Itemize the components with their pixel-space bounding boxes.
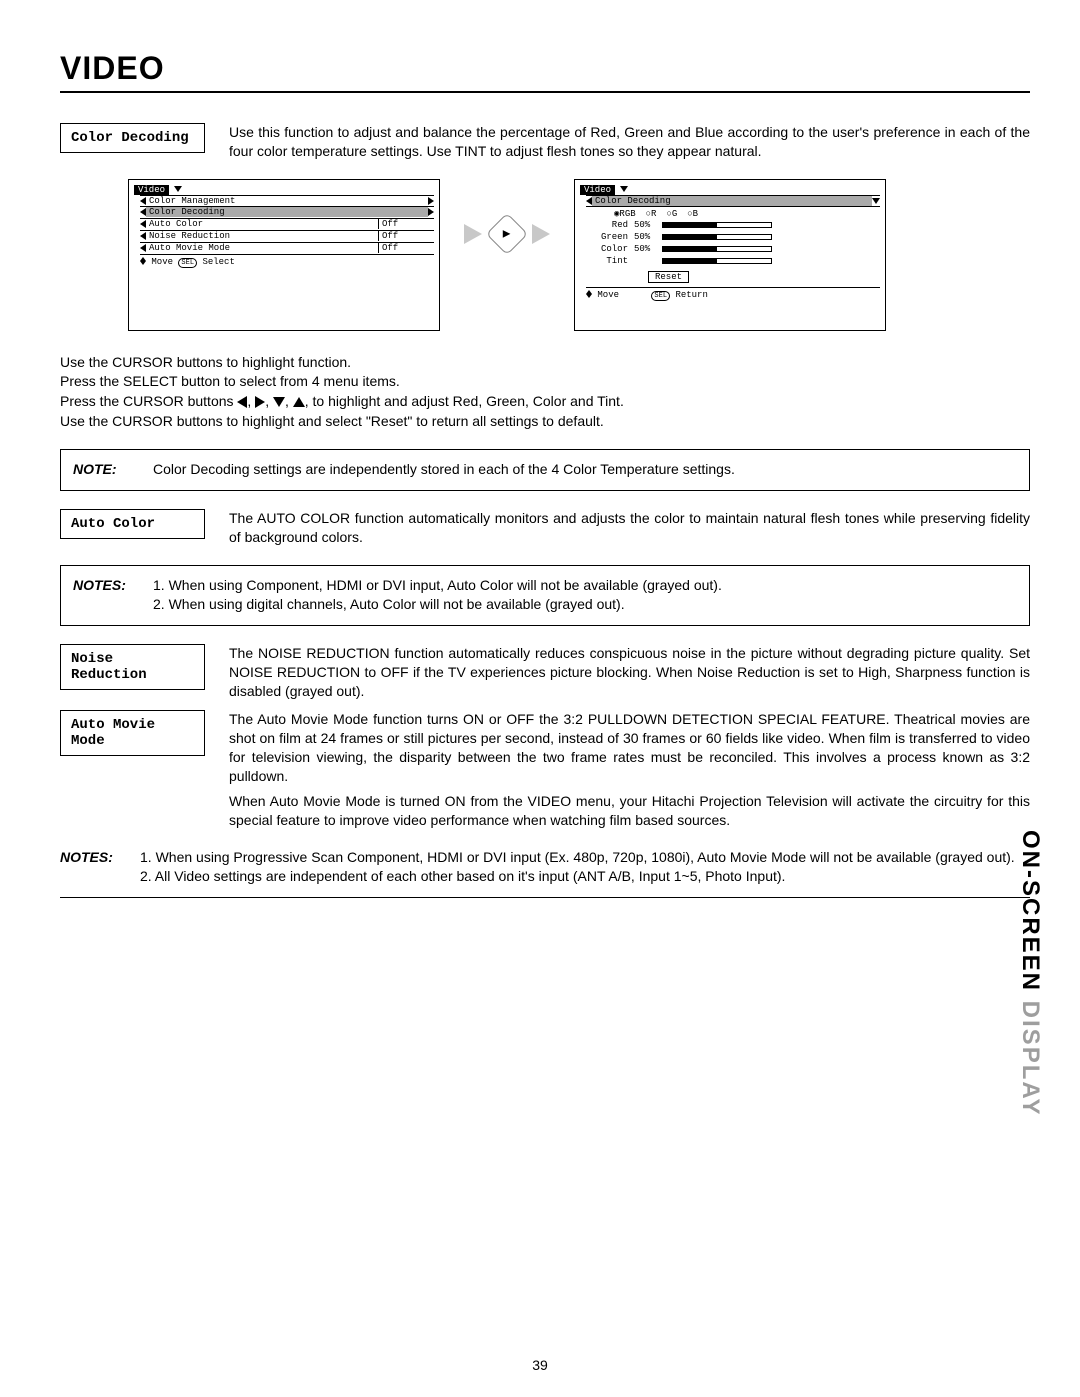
text-color-decoding: Use this function to adjust and balance …: [229, 123, 1030, 161]
label-auto-color: Auto Color: [60, 509, 205, 539]
menu1-row2: Auto Color: [146, 219, 378, 229]
slider-label-tint: Tint: [586, 256, 634, 266]
slider-label-red: Red: [586, 220, 634, 230]
menu-diagrams: Video Color Management Color Decoding Au…: [128, 179, 1030, 331]
label-noise-reduction: Noise Reduction: [60, 644, 205, 690]
menu2-header: Video: [580, 185, 615, 195]
radio-r: ○R: [646, 209, 657, 219]
menu1-sel-btn: SEL: [178, 258, 197, 268]
arrow-group: ▶: [464, 219, 550, 249]
menu1-row2-val: Off: [378, 219, 434, 229]
note-box-1: NOTE: Color Decoding settings are indepe…: [60, 449, 1030, 491]
menu1-row4: Auto Movie Mode: [146, 243, 378, 253]
menu2-return: Return: [675, 290, 707, 300]
menu1-row3: Noise Reduction: [146, 231, 378, 241]
instr-3: Press the CURSOR buttons , , , , to high…: [60, 392, 1030, 412]
section-noise-reduction: Noise Reduction The NOISE REDUCTION func…: [60, 644, 1030, 701]
note1-label: NOTE:: [73, 460, 137, 480]
menu2-sel-btn: SEL: [651, 291, 670, 301]
menu1-row3-val: Off: [378, 231, 434, 241]
dpad-icon: ▶: [486, 213, 528, 255]
osm-menu-video: Video Color Management Color Decoding Au…: [128, 179, 440, 331]
instructions-block: Use the CURSOR buttons to highlight func…: [60, 353, 1030, 431]
radio-b: ○B: [687, 209, 698, 219]
instr-2: Press the SELECT button to select from 4…: [60, 372, 1030, 392]
label-auto-movie: Auto Movie Mode: [60, 710, 205, 756]
note-box-3: NOTES: 1. When using Progressive Scan Co…: [60, 848, 1030, 898]
gray-arrow-icon: [532, 224, 550, 244]
slider-val-red: 50%: [634, 220, 662, 230]
section-auto-color: Auto Color The AUTO COLOR function autom…: [60, 509, 1030, 547]
gray-arrow-icon: [464, 224, 482, 244]
text-auto-color: The AUTO COLOR function automatically mo…: [229, 509, 1030, 547]
label-color-decoding: Color Decoding: [60, 123, 205, 153]
menu1-row4-val: Off: [378, 243, 434, 253]
instr-4: Use the CURSOR buttons to highlight and …: [60, 412, 1030, 432]
menu1-row0: Color Management: [146, 196, 428, 206]
page-number: 39: [532, 1357, 548, 1373]
notes2-l1: 1. When using Component, HDMI or DVI inp…: [153, 576, 722, 596]
text-auto-movie-p1: The Auto Movie Mode function turns ON or…: [229, 710, 1030, 786]
notes3-l2: 2. All Video settings are independent of…: [140, 867, 1015, 887]
menu2-subheader: Color Decoding: [592, 196, 872, 206]
menu2-reset: Reset: [648, 271, 689, 283]
menu1-header: Video: [134, 185, 169, 195]
menu1-row1: Color Decoding: [146, 207, 428, 217]
slider-label-color: Color: [586, 244, 634, 254]
notes3-l1: 1. When using Progressive Scan Component…: [140, 848, 1015, 868]
side-tab: ON-SCREEN DISPLAY: [1016, 830, 1044, 1117]
section-auto-movie: Auto Movie Mode The Auto Movie Mode func…: [60, 710, 1030, 786]
slider-label-green: Green: [586, 232, 634, 242]
radio-g: ○G: [666, 209, 677, 219]
menu2-move: Move: [597, 290, 619, 300]
instr-1: Use the CURSOR buttons to highlight func…: [60, 353, 1030, 373]
menu1-footer: Move SEL Select: [134, 255, 434, 268]
side-tab-p1: ON-SCREEN: [1017, 830, 1044, 992]
note1-text: Color Decoding settings are independentl…: [153, 460, 735, 480]
menu1-select: Select: [202, 257, 234, 267]
section-color-decoding: Color Decoding Use this function to adju…: [60, 123, 1030, 161]
radio-rgb: ◉RGB: [614, 209, 636, 219]
side-tab-p2: DISPLAY: [1017, 992, 1044, 1116]
page-title: VIDEO: [60, 50, 1030, 93]
text-noise-reduction: The NOISE REDUCTION function automatical…: [229, 644, 1030, 701]
note-box-2: NOTES: 1. When using Component, HDMI or …: [60, 565, 1030, 626]
notes2-label: NOTES:: [73, 576, 137, 615]
menu1-move: Move: [151, 257, 173, 267]
text-auto-movie-p2: When Auto Movie Mode is turned ON from t…: [229, 792, 1030, 830]
slider-val-color: 50%: [634, 244, 662, 254]
notes3-label: NOTES:: [60, 848, 124, 887]
slider-val-green: 50%: [634, 232, 662, 242]
osm-menu-color-decoding: Video Color Decoding ◉RGB ○R ○G ○B Red50…: [574, 179, 886, 331]
notes2-l2: 2. When using digital channels, Auto Col…: [153, 595, 722, 615]
